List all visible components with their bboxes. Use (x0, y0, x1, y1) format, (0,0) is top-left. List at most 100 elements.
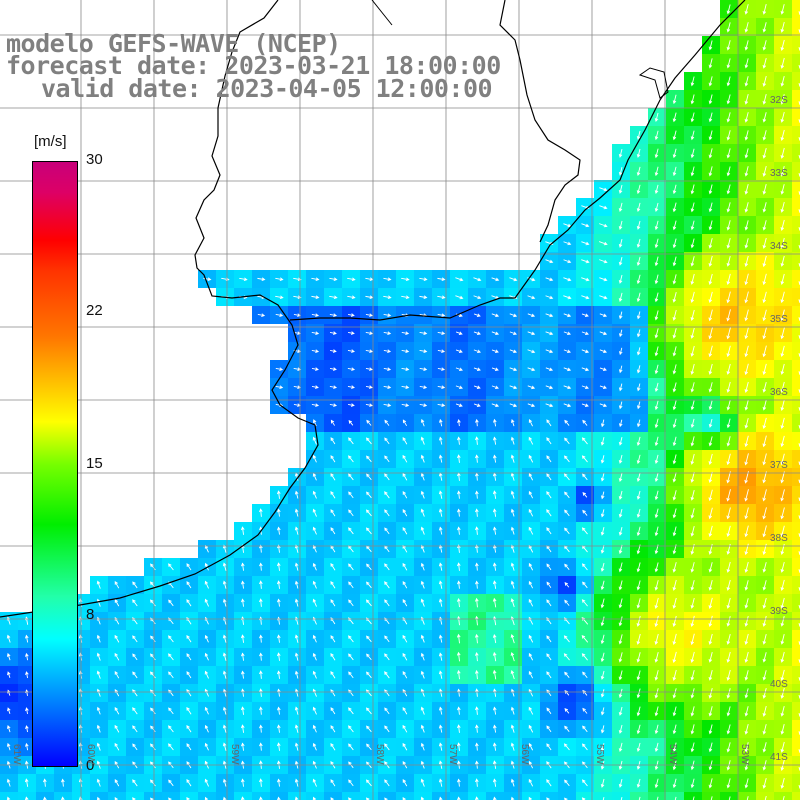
wind-arrow (674, 796, 677, 800)
wind-arrow (457, 742, 461, 751)
wind-arrow (329, 313, 338, 317)
field-cell (666, 792, 684, 800)
wind-arrow (726, 669, 731, 681)
field-cell (792, 774, 800, 792)
wind-arrow (618, 167, 623, 176)
wind-arrow (365, 797, 370, 800)
wind-arrow (276, 670, 281, 679)
wind-arrow (636, 670, 641, 681)
field-cell (432, 792, 450, 800)
wind-arrow (366, 581, 372, 589)
wind-arrow (672, 309, 677, 321)
wind-arrow (457, 526, 461, 535)
wind-arrow (690, 112, 695, 123)
wind-arrow (384, 779, 390, 787)
wind-arrow (690, 363, 695, 375)
wind-arrow (726, 453, 731, 466)
wind-arrow (186, 599, 192, 607)
wind-arrow (672, 436, 677, 447)
wind-arrow (762, 4, 767, 15)
wind-arrow (636, 311, 641, 320)
wind-arrow (455, 277, 464, 282)
wind-arrow (384, 473, 390, 481)
wind-arrow (726, 273, 731, 286)
wind-arrow (330, 562, 336, 571)
wind-arrow (25, 652, 29, 661)
wind-arrow (347, 295, 356, 300)
wind-arrow (473, 331, 481, 336)
field-cell (414, 792, 432, 800)
colorbar-tick: 30 (86, 151, 103, 168)
wind-arrow (726, 166, 731, 177)
wind-arrow (492, 490, 497, 499)
wind-arrow (437, 295, 446, 300)
wind-arrow (708, 652, 713, 663)
wind-arrow (563, 367, 572, 372)
wind-arrow (276, 742, 281, 751)
field-cell (792, 450, 800, 468)
wind-arrow (492, 778, 497, 787)
wind-arrow (114, 779, 120, 787)
wind-arrow (780, 435, 785, 448)
wind-arrow (618, 724, 623, 734)
wind-arrow (600, 598, 605, 609)
wind-arrow (132, 599, 138, 607)
wind-arrow (419, 367, 428, 371)
field-cell (180, 792, 198, 800)
wind-arrow (384, 437, 390, 445)
wind-arrow (528, 454, 534, 463)
field-cell (792, 702, 800, 720)
wind-arrow (636, 401, 641, 410)
wind-arrow (744, 580, 749, 591)
wind-arrow (726, 22, 731, 33)
wind-arrow (456, 651, 461, 662)
wind-arrow (582, 689, 588, 696)
wind-arrow (6, 725, 11, 733)
wind-arrow (708, 202, 713, 213)
wind-arrow (545, 277, 554, 282)
wind-arrow (257, 313, 266, 317)
wind-arrow (150, 743, 156, 751)
wind-arrow (744, 130, 749, 141)
wind-arrow (744, 670, 749, 681)
wind-arrow (312, 419, 317, 427)
wind-arrow (312, 634, 317, 643)
field-cell (792, 504, 800, 522)
wind-arrow (492, 597, 497, 608)
wind-arrow (366, 419, 372, 426)
wind-arrow (546, 509, 552, 517)
wind-arrow (654, 418, 659, 429)
wind-arrow (455, 313, 463, 317)
wind-arrow (762, 291, 767, 304)
field-cell (18, 792, 36, 800)
wind-arrow (277, 508, 281, 517)
wind-arrow (744, 615, 749, 627)
wind-arrow (61, 796, 65, 800)
wind-arrow (330, 472, 336, 481)
wind-arrow (581, 563, 588, 571)
wind-arrow (186, 671, 192, 679)
wind-arrow (437, 277, 446, 282)
wind-arrow (510, 490, 515, 499)
wind-arrow (348, 725, 354, 733)
wind-arrow (599, 205, 608, 210)
wind-arrow (240, 688, 245, 697)
wind-arrow (204, 778, 209, 787)
wind-arrow (654, 292, 659, 303)
wind-arrow (455, 295, 464, 300)
wind-arrow (383, 295, 392, 300)
field-cell (792, 792, 800, 800)
wind-arrow (383, 277, 392, 282)
wind-arrow (618, 311, 623, 320)
wind-arrow (96, 724, 101, 733)
wind-arrow (690, 148, 695, 159)
wind-arrow (672, 292, 677, 303)
wind-arrow (744, 238, 749, 249)
wind-arrow (510, 670, 515, 680)
wind-arrow (600, 419, 605, 428)
wind-arrow (708, 291, 713, 304)
wind-arrow (636, 238, 641, 248)
wind-arrow (6, 778, 11, 787)
field-cell (378, 792, 396, 800)
wind-arrow (762, 40, 767, 51)
